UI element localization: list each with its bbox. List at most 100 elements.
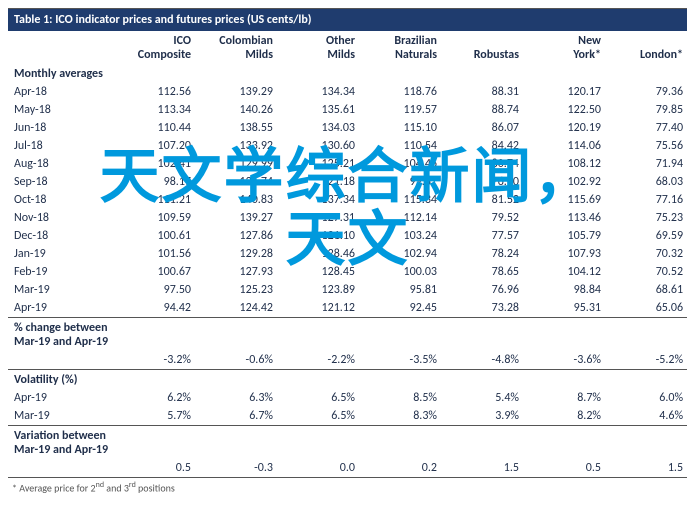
column-header: Robustas: [441, 32, 523, 65]
data-row: 80.74: [441, 155, 523, 173]
data-row: 108.12: [523, 155, 605, 173]
data-row: 140.26: [195, 101, 277, 119]
data-row: 4.6%: [605, 407, 687, 426]
column-header: London*: [605, 32, 687, 65]
data-row: 137.34: [277, 191, 359, 209]
data-row: 112.56: [113, 83, 195, 101]
data-row: Apr-19: [8, 299, 113, 318]
data-row: 125.23: [195, 281, 277, 299]
data-row: 68.61: [605, 281, 687, 299]
section-header: [523, 64, 605, 83]
data-row: Oct-18: [8, 191, 113, 209]
data-row: 128.45: [277, 263, 359, 281]
data-row: 119.57: [359, 101, 441, 119]
data-row: -3.2%: [113, 351, 195, 370]
data-row: 8.3%: [359, 407, 441, 426]
data-row: 105.79: [523, 227, 605, 245]
data-row: 115.69: [523, 191, 605, 209]
section-header: [195, 318, 277, 352]
data-row: 110.54: [359, 137, 441, 155]
data-row: 6.0%: [605, 389, 687, 407]
data-row: 79.85: [605, 101, 687, 119]
data-row: 128.46: [277, 245, 359, 263]
data-row: 94.42: [113, 299, 195, 318]
data-row: 77.16: [605, 191, 687, 209]
data-row: 0.2: [359, 459, 441, 478]
data-row: [8, 459, 113, 478]
data-row: 103.24: [359, 227, 441, 245]
data-row: 112.14: [359, 209, 441, 227]
data-row: 129.99: [195, 155, 277, 173]
data-row: 100.61: [113, 227, 195, 245]
data-row: 139.29: [195, 83, 277, 101]
data-row: 115.10: [359, 119, 441, 137]
data-row: 8.7%: [523, 389, 605, 407]
data-row: 78.65: [441, 263, 523, 281]
data-row: 107.20: [113, 137, 195, 155]
footnote: * Average price for 2nd and 3rd position…: [8, 478, 687, 494]
column-header: BrazilianNaturals: [359, 32, 441, 65]
data-row: 107.93: [523, 245, 605, 263]
data-row: 120.19: [523, 119, 605, 137]
section-header: [195, 64, 277, 83]
section-header: [359, 64, 441, 83]
section-header: [113, 426, 195, 460]
section-header: [277, 64, 359, 83]
section-header: [113, 370, 195, 390]
data-row: 1.5: [605, 459, 687, 478]
data-row: 118.76: [359, 83, 441, 101]
data-row: 68.03: [605, 173, 687, 191]
data-row: 88.74: [441, 101, 523, 119]
data-row: 0.0: [277, 459, 359, 478]
data-row: 75.23: [605, 209, 687, 227]
data-row: Mar-19: [8, 281, 113, 299]
data-row: 121.10: [277, 227, 359, 245]
section-header: [113, 318, 195, 352]
data-row: 101.56: [113, 245, 195, 263]
column-header: ColombianMilds: [195, 32, 277, 65]
section-header: Variation between Mar-19 and Apr-19: [8, 426, 113, 460]
data-row: -0.3: [195, 459, 277, 478]
data-row: 0.5: [113, 459, 195, 478]
data-row: 129.28: [195, 245, 277, 263]
data-row: 88.31: [441, 83, 523, 101]
data-row: 76.70: [441, 173, 523, 191]
section-header: [605, 426, 687, 460]
data-row: 6.3%: [195, 389, 277, 407]
data-row: Feb-19: [8, 263, 113, 281]
data-row: 78.24: [441, 245, 523, 263]
section-header: [605, 318, 687, 352]
data-row: 123.89: [277, 281, 359, 299]
data-row: 109.59: [113, 209, 195, 227]
data-row: 138.55: [195, 119, 277, 137]
data-row: 113.46: [523, 209, 605, 227]
data-row: 111.21: [113, 191, 195, 209]
data-row: 100.67: [113, 263, 195, 281]
data-row: 104.12: [523, 263, 605, 281]
data-row: 6.5%: [277, 389, 359, 407]
data-row: 121.12: [277, 299, 359, 318]
data-row: 127.93: [195, 263, 277, 281]
data-row: 100.03: [359, 263, 441, 281]
section-header: [195, 370, 277, 390]
data-row: 92.45: [359, 299, 441, 318]
data-row: Sep-18: [8, 173, 113, 191]
section-header: [523, 370, 605, 390]
data-row: Aug-18: [8, 155, 113, 173]
data-row: 73.28: [441, 299, 523, 318]
data-row: 81.52: [441, 191, 523, 209]
section-header: [441, 64, 523, 83]
data-row: 133.92: [195, 137, 277, 155]
data-row: 134.34: [277, 83, 359, 101]
section-header: [359, 426, 441, 460]
data-row: 6.7%: [195, 407, 277, 426]
section-header: [441, 426, 523, 460]
section-header: [359, 318, 441, 352]
data-row: 69.59: [605, 227, 687, 245]
table-title: Table 1: ICO indicator prices and future…: [8, 9, 687, 32]
data-row: Jan-19: [8, 245, 113, 263]
data-row: 6.2%: [113, 389, 195, 407]
section-header: [441, 318, 523, 352]
column-header: OtherMilds: [277, 32, 359, 65]
data-row: 95.31: [523, 299, 605, 318]
